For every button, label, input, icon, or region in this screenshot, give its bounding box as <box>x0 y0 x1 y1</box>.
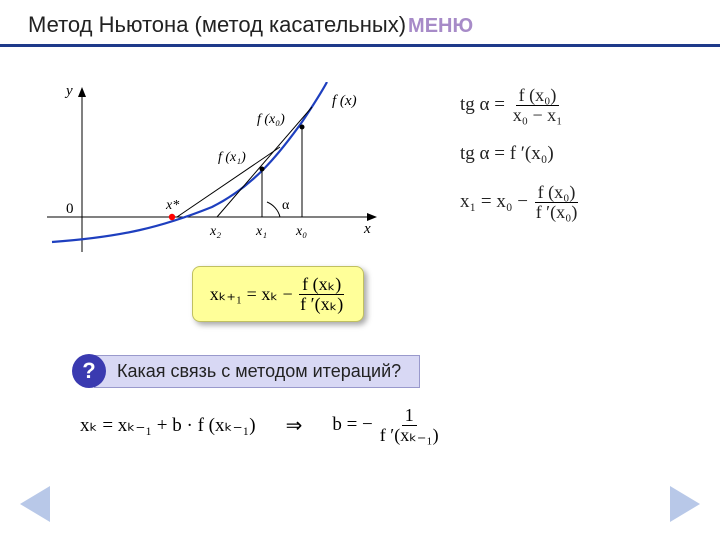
question-badge-icon: ? <box>72 354 106 388</box>
iteration-formula-box: xₖ₊₁ = xₖ − f (xₖ) f ′(xₖ) <box>192 266 364 322</box>
alpha-label: α <box>282 198 290 213</box>
page-title: Метод Ньютона (метод касательных) <box>28 12 406 38</box>
menu-link[interactable]: МЕНЮ <box>408 15 473 38</box>
eq-x1: x₁ = x₀ − f (x₀) f ′(x₀) <box>460 183 680 222</box>
y-axis-label: y <box>64 83 73 99</box>
eq1-frac: f (x₀) x₀ − x₁ <box>510 86 566 125</box>
origin-label: 0 <box>66 201 74 217</box>
bottom-equations: xₖ = xₖ₋₁ + b · f (xₖ₋₁) ⇒ b = − 1 f ′(x… <box>80 406 442 445</box>
xstar-label: x* <box>165 198 179 213</box>
title-bar: Метод Ньютона (метод касательных) МЕНЮ <box>0 0 720 47</box>
eq3-lhs: x₁ = x₀ − <box>460 191 528 213</box>
eq1-lhs: tg α = <box>460 94 505 116</box>
x2-label: x₂ <box>209 224 221 239</box>
prev-slide-button[interactable] <box>20 486 50 522</box>
x1-label: x₁ <box>255 224 267 239</box>
eq3-frac: f (x₀) f ′(x₀) <box>533 183 581 222</box>
question-text: Какая связь с методом итераций? <box>94 355 420 388</box>
b-eq: b = − 1 f ′(xₖ₋₁) <box>332 406 441 445</box>
eq-tangent-ratio: tg α = f (x₀) x₀ − x₁ <box>460 86 680 125</box>
x-axis-label: x <box>363 221 371 237</box>
b-eq-frac: 1 f ′(xₖ₋₁) <box>377 406 442 445</box>
newton-graph: y x 0 f (x) f (x₀) f (x₁) x* x₂ x₁ x₀ α <box>42 82 382 262</box>
formula-lhs: xₖ₊₁ = xₖ − <box>210 284 293 305</box>
equation-stack: tg α = f (x₀) x₀ − x₁ tg α = f ′(x₀) x₁ … <box>460 86 680 240</box>
b-eq-lhs: b = − <box>332 414 372 436</box>
eq-tangent-deriv: tg α = f ′(x₀) <box>460 143 680 165</box>
question-row: ? Какая связь с методом итераций? <box>72 354 420 388</box>
fx1-label: f (x₁) <box>218 150 246 165</box>
fx-label: f (x) <box>332 93 357 109</box>
next-slide-button[interactable] <box>670 486 700 522</box>
fx0-label: f (x₀) <box>257 112 285 127</box>
x0-label: x₀ <box>295 224 307 239</box>
implies-icon: ⇒ <box>286 413 303 438</box>
iteration-eq: xₖ = xₖ₋₁ + b · f (xₖ₋₁) <box>80 414 256 437</box>
formula-frac: f (xₖ) f ′(xₖ) <box>297 275 346 314</box>
